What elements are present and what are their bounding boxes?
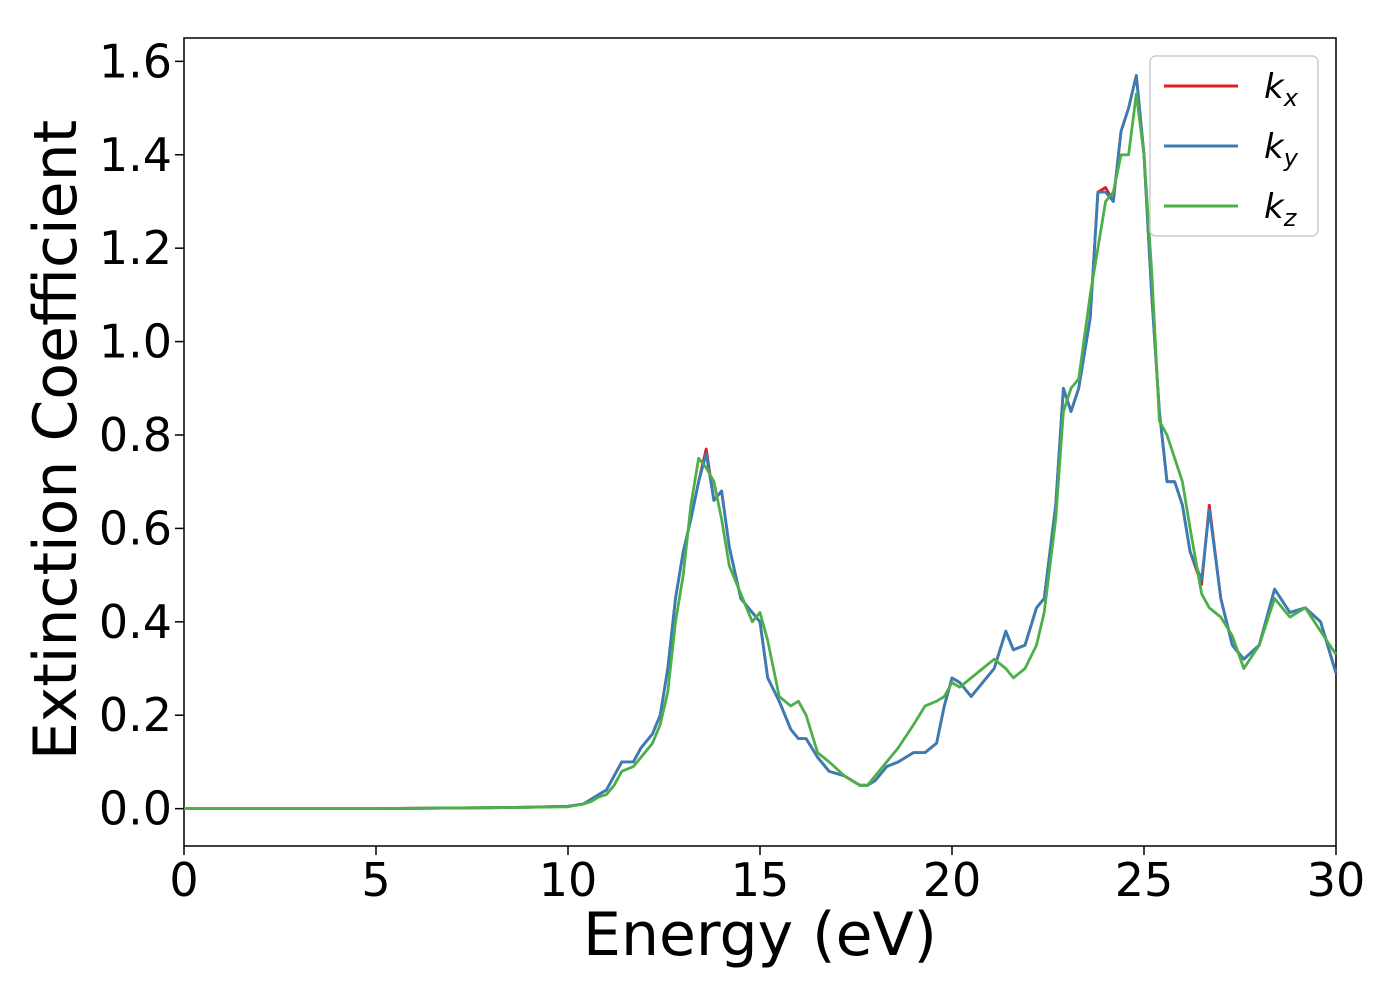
x-tick-label: 20 (923, 853, 982, 907)
y-tick-label: 0.6 (99, 501, 172, 555)
legend-label-ky: ky (1264, 127, 1299, 172)
x-axis-label: Energy (eV) (583, 900, 937, 970)
legend-label-kx: kx (1264, 67, 1299, 112)
legend-label-kz: kz (1264, 187, 1298, 232)
x-tick-label: 30 (1307, 853, 1366, 907)
x-tick-label: 10 (539, 853, 598, 907)
x-tick-label: 5 (361, 853, 390, 907)
y-tick-label: 1.6 (99, 34, 172, 88)
y-axis: 0.0 0.2 0.4 0.6 0.8 1.0 1.2 1.4 1.6 (99, 34, 184, 836)
y-tick-label: 1.4 (99, 128, 172, 182)
y-tick-label: 0.2 (99, 688, 172, 742)
x-tick-label: 25 (1115, 853, 1174, 907)
series-group (184, 74, 1338, 810)
x-tick-label: 15 (731, 853, 790, 907)
series-line-kz (184, 92, 1338, 810)
y-axis-label: Extinction Coefficient (21, 120, 91, 760)
x-axis: 0 5 10 15 20 25 30 (169, 846, 1365, 907)
x-tick-label: 0 (169, 853, 198, 907)
y-tick-label: 1.0 (99, 315, 172, 369)
y-tick-label: 0.4 (99, 595, 172, 649)
y-tick-label: 1.2 (99, 221, 172, 275)
legend: kx ky kz (1149, 55, 1319, 237)
series-line-ky (184, 74, 1338, 810)
y-tick-label: 0.0 (99, 782, 172, 836)
y-tick-label: 0.8 (99, 408, 172, 462)
